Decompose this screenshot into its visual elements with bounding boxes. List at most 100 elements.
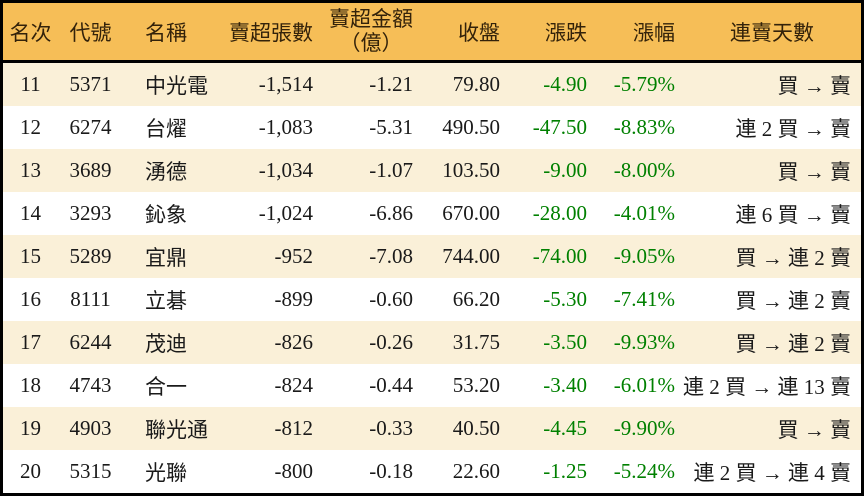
- cell-streak: 買 → 連 2 賣: [735, 331, 852, 356]
- col-header-streak: 連賣天數: [683, 3, 861, 63]
- table-row: 16 8111 立碁 -899 -0.60 66.20 -5.30 -7.41% 買 → 連 2…: [3, 278, 861, 321]
- cell-code: 4903: [69, 416, 112, 440]
- cell-streak: 連 6 買 → 賣: [735, 202, 852, 227]
- cell-change_pct: -6.01%: [613, 373, 675, 397]
- table-row: 15 5289 宜鼎 -952 -7.08 744.00 -74.00 -9.05% 買 → 連…: [3, 235, 861, 278]
- cell-close: 66.20: [452, 287, 500, 311]
- cell-code: 5315: [69, 459, 112, 483]
- cell-streak: 連 2 買 → 賣: [735, 116, 852, 141]
- cell-rank: 11: [20, 72, 41, 96]
- cell-close: 22.60: [452, 459, 500, 483]
- cell-streak: 買 → 賣: [777, 159, 852, 184]
- table-row: 18 4743 合一 -824 -0.44 53.20 -3.40 -6.01% 連 2 買 →…: [3, 364, 861, 407]
- table-row: 12 6274 台燿 -1,083 -5.31 490.50 -47.50 -8.83% 連 2…: [3, 106, 861, 149]
- cell-change_pct: -9.90%: [613, 416, 675, 440]
- cell-streak: 買 → 賣: [777, 417, 852, 442]
- cell-change_pct: -9.93%: [613, 330, 675, 354]
- cell-net_sell_lots: -824: [274, 373, 314, 397]
- cell-name: 光聯: [145, 460, 187, 485]
- cell-rank: 13: [20, 158, 41, 182]
- cell-close: 103.50: [442, 158, 500, 182]
- col-header-close: 收盤: [421, 3, 508, 63]
- cell-name: 聯光通: [145, 417, 208, 442]
- cell-streak: 連 2 買 → 連 13 賣: [683, 374, 851, 399]
- cell-change: -28.00: [532, 201, 587, 225]
- col-header-net-sell-amount: 賣超金額 （億）: [321, 3, 421, 63]
- cell-change: -47.50: [532, 115, 587, 139]
- col-header-rank: 名次: [3, 3, 58, 63]
- cell-net_sell_lots: -800: [274, 459, 314, 483]
- stock-table: 名次 代號 名稱 賣超張數 賣超金額 （億） 收盤 漲跌 漲幅 連賣天數 11 5…: [3, 3, 861, 493]
- cell-change: -3.50: [543, 330, 587, 354]
- cell-change_pct: -5.24%: [613, 459, 675, 483]
- cell-rank: 20: [20, 459, 41, 483]
- cell-name: 鈊象: [145, 202, 187, 227]
- col-header-change-pct: 漲幅: [595, 3, 683, 63]
- cell-code: 4743: [69, 373, 112, 397]
- cell-change_pct: -4.01%: [613, 201, 675, 225]
- cell-code: 5289: [69, 244, 112, 268]
- cell-close: 744.00: [442, 244, 500, 268]
- cell-rank: 12: [20, 115, 41, 139]
- cell-net_sell_amount: -0.18: [369, 459, 413, 483]
- cell-close: 490.50: [442, 115, 500, 139]
- cell-name: 中光電: [145, 73, 208, 98]
- cell-name: 台燿: [145, 116, 187, 141]
- cell-change_pct: -8.00%: [613, 158, 675, 182]
- cell-streak: 買 → 賣: [777, 73, 852, 98]
- cell-close: 79.80: [452, 72, 500, 96]
- table-header: 名次 代號 名稱 賣超張數 賣超金額 （億） 收盤 漲跌 漲幅 連賣天數: [3, 3, 861, 63]
- col-header-change: 漲跌: [508, 3, 595, 63]
- cell-change: -5.30: [543, 287, 587, 311]
- cell-net_sell_amount: -0.33: [369, 416, 413, 440]
- cell-code: 8111: [70, 287, 111, 311]
- cell-name: 立碁: [145, 288, 187, 313]
- cell-close: 40.50: [452, 416, 500, 440]
- table-row: 11 5371 中光電 -1,514 -1.21 79.80 -4.90 -5.79% 買 → …: [3, 61, 861, 106]
- cell-change_pct: -8.83%: [613, 115, 675, 139]
- cell-rank: 14: [20, 201, 41, 225]
- cell-change: -4.90: [543, 72, 587, 96]
- cell-net_sell_lots: -1,034: [258, 158, 313, 182]
- cell-net_sell_amount: -0.26: [369, 330, 413, 354]
- cell-change_pct: -9.05%: [613, 244, 675, 268]
- cell-close: 53.20: [452, 373, 500, 397]
- cell-net_sell_lots: -1,083: [258, 115, 313, 139]
- cell-streak: 買 → 連 2 賣: [735, 245, 852, 270]
- cell-name: 宜鼎: [145, 245, 187, 270]
- cell-rank: 16: [20, 287, 41, 311]
- cell-streak: 買 → 連 2 賣: [735, 288, 852, 313]
- cell-change_pct: -5.79%: [613, 72, 675, 96]
- cell-code: 3293: [69, 201, 112, 225]
- table-body: 11 5371 中光電 -1,514 -1.21 79.80 -4.90 -5.79% 買 → …: [3, 61, 861, 493]
- cell-net_sell_amount: -7.08: [369, 244, 413, 268]
- cell-net_sell_lots: -826: [274, 330, 314, 354]
- cell-streak: 連 2 買 → 連 4 賣: [693, 460, 852, 485]
- cell-net_sell_lots: -1,514: [258, 72, 313, 96]
- cell-code: 5371: [69, 72, 112, 96]
- table-row: 13 3689 湧德 -1,034 -1.07 103.50 -9.00 -8.00% 買 → …: [3, 149, 861, 192]
- cell-net_sell_amount: -6.86: [369, 201, 413, 225]
- col-header-name: 名稱: [123, 3, 221, 63]
- cell-code: 3689: [69, 158, 112, 182]
- cell-net_sell_amount: -0.60: [369, 287, 413, 311]
- cell-rank: 19: [20, 416, 41, 440]
- cell-rank: 17: [20, 330, 41, 354]
- cell-rank: 18: [20, 373, 41, 397]
- table-row: 20 5315 光聯 -800 -0.18 22.60 -1.25 -5.24% 連 2 買 →…: [3, 450, 861, 493]
- cell-net_sell_amount: -0.44: [369, 373, 413, 397]
- cell-change: -9.00: [543, 158, 587, 182]
- cell-close: 31.75: [452, 330, 500, 354]
- cell-net_sell_lots: -1,024: [258, 201, 313, 225]
- cell-code: 6244: [69, 330, 112, 354]
- cell-change: -74.00: [532, 244, 587, 268]
- table-row: 19 4903 聯光通 -812 -0.33 40.50 -4.45 -9.90% 買 → 賣: [3, 407, 861, 450]
- cell-net_sell_lots: -812: [274, 416, 314, 440]
- cell-change: -1.25: [543, 459, 587, 483]
- cell-code: 6274: [69, 115, 112, 139]
- cell-net_sell_amount: -5.31: [369, 115, 413, 139]
- cell-change: -3.40: [543, 373, 587, 397]
- cell-net_sell_lots: -899: [274, 287, 314, 311]
- cell-rank: 15: [20, 244, 41, 268]
